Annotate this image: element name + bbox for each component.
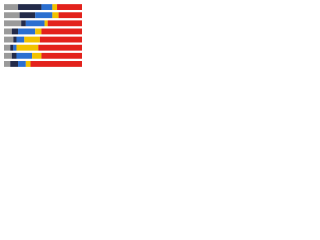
bar-segment <box>38 44 82 51</box>
chart <box>4 4 82 67</box>
bar-segment <box>41 28 82 35</box>
bar-segment <box>58 12 82 19</box>
bar-segment <box>39 36 82 43</box>
bar-segment <box>44 20 48 27</box>
bar-segment <box>13 36 17 43</box>
bar-segment <box>41 4 53 10</box>
bar-segment <box>32 52 42 59</box>
bar-segment <box>4 28 12 35</box>
bar-segment <box>4 20 22 27</box>
bar-segment <box>35 28 42 35</box>
bar-segment <box>18 61 26 67</box>
bar-segment <box>19 12 36 19</box>
bar-segment <box>18 28 36 35</box>
bar-segment <box>4 52 12 59</box>
bar-segment <box>10 61 19 67</box>
bar-segment <box>4 61 11 67</box>
bar-segment <box>52 4 58 10</box>
bar-segment <box>4 44 11 51</box>
bar-segment <box>11 52 17 59</box>
bar-segment <box>24 36 40 43</box>
bar-segment <box>35 12 53 19</box>
bar-segment <box>30 61 82 67</box>
bar-segment <box>25 20 45 27</box>
bar-segment <box>4 12 20 19</box>
bar-segment <box>25 61 31 67</box>
bar-segment <box>16 36 25 43</box>
bar-segment <box>47 20 82 27</box>
bar-segment <box>41 52 82 59</box>
bar-segment <box>52 12 59 19</box>
bar-segment <box>4 4 19 10</box>
bar-segment <box>10 44 14 51</box>
bar-segment <box>57 4 82 10</box>
bar-segment <box>21 20 26 27</box>
bar-segment <box>4 36 14 43</box>
bar-segment <box>11 28 19 35</box>
bar-segment <box>13 44 17 51</box>
bar-segment <box>18 4 42 10</box>
bar-segment <box>16 44 39 51</box>
bar-segment <box>16 52 33 59</box>
